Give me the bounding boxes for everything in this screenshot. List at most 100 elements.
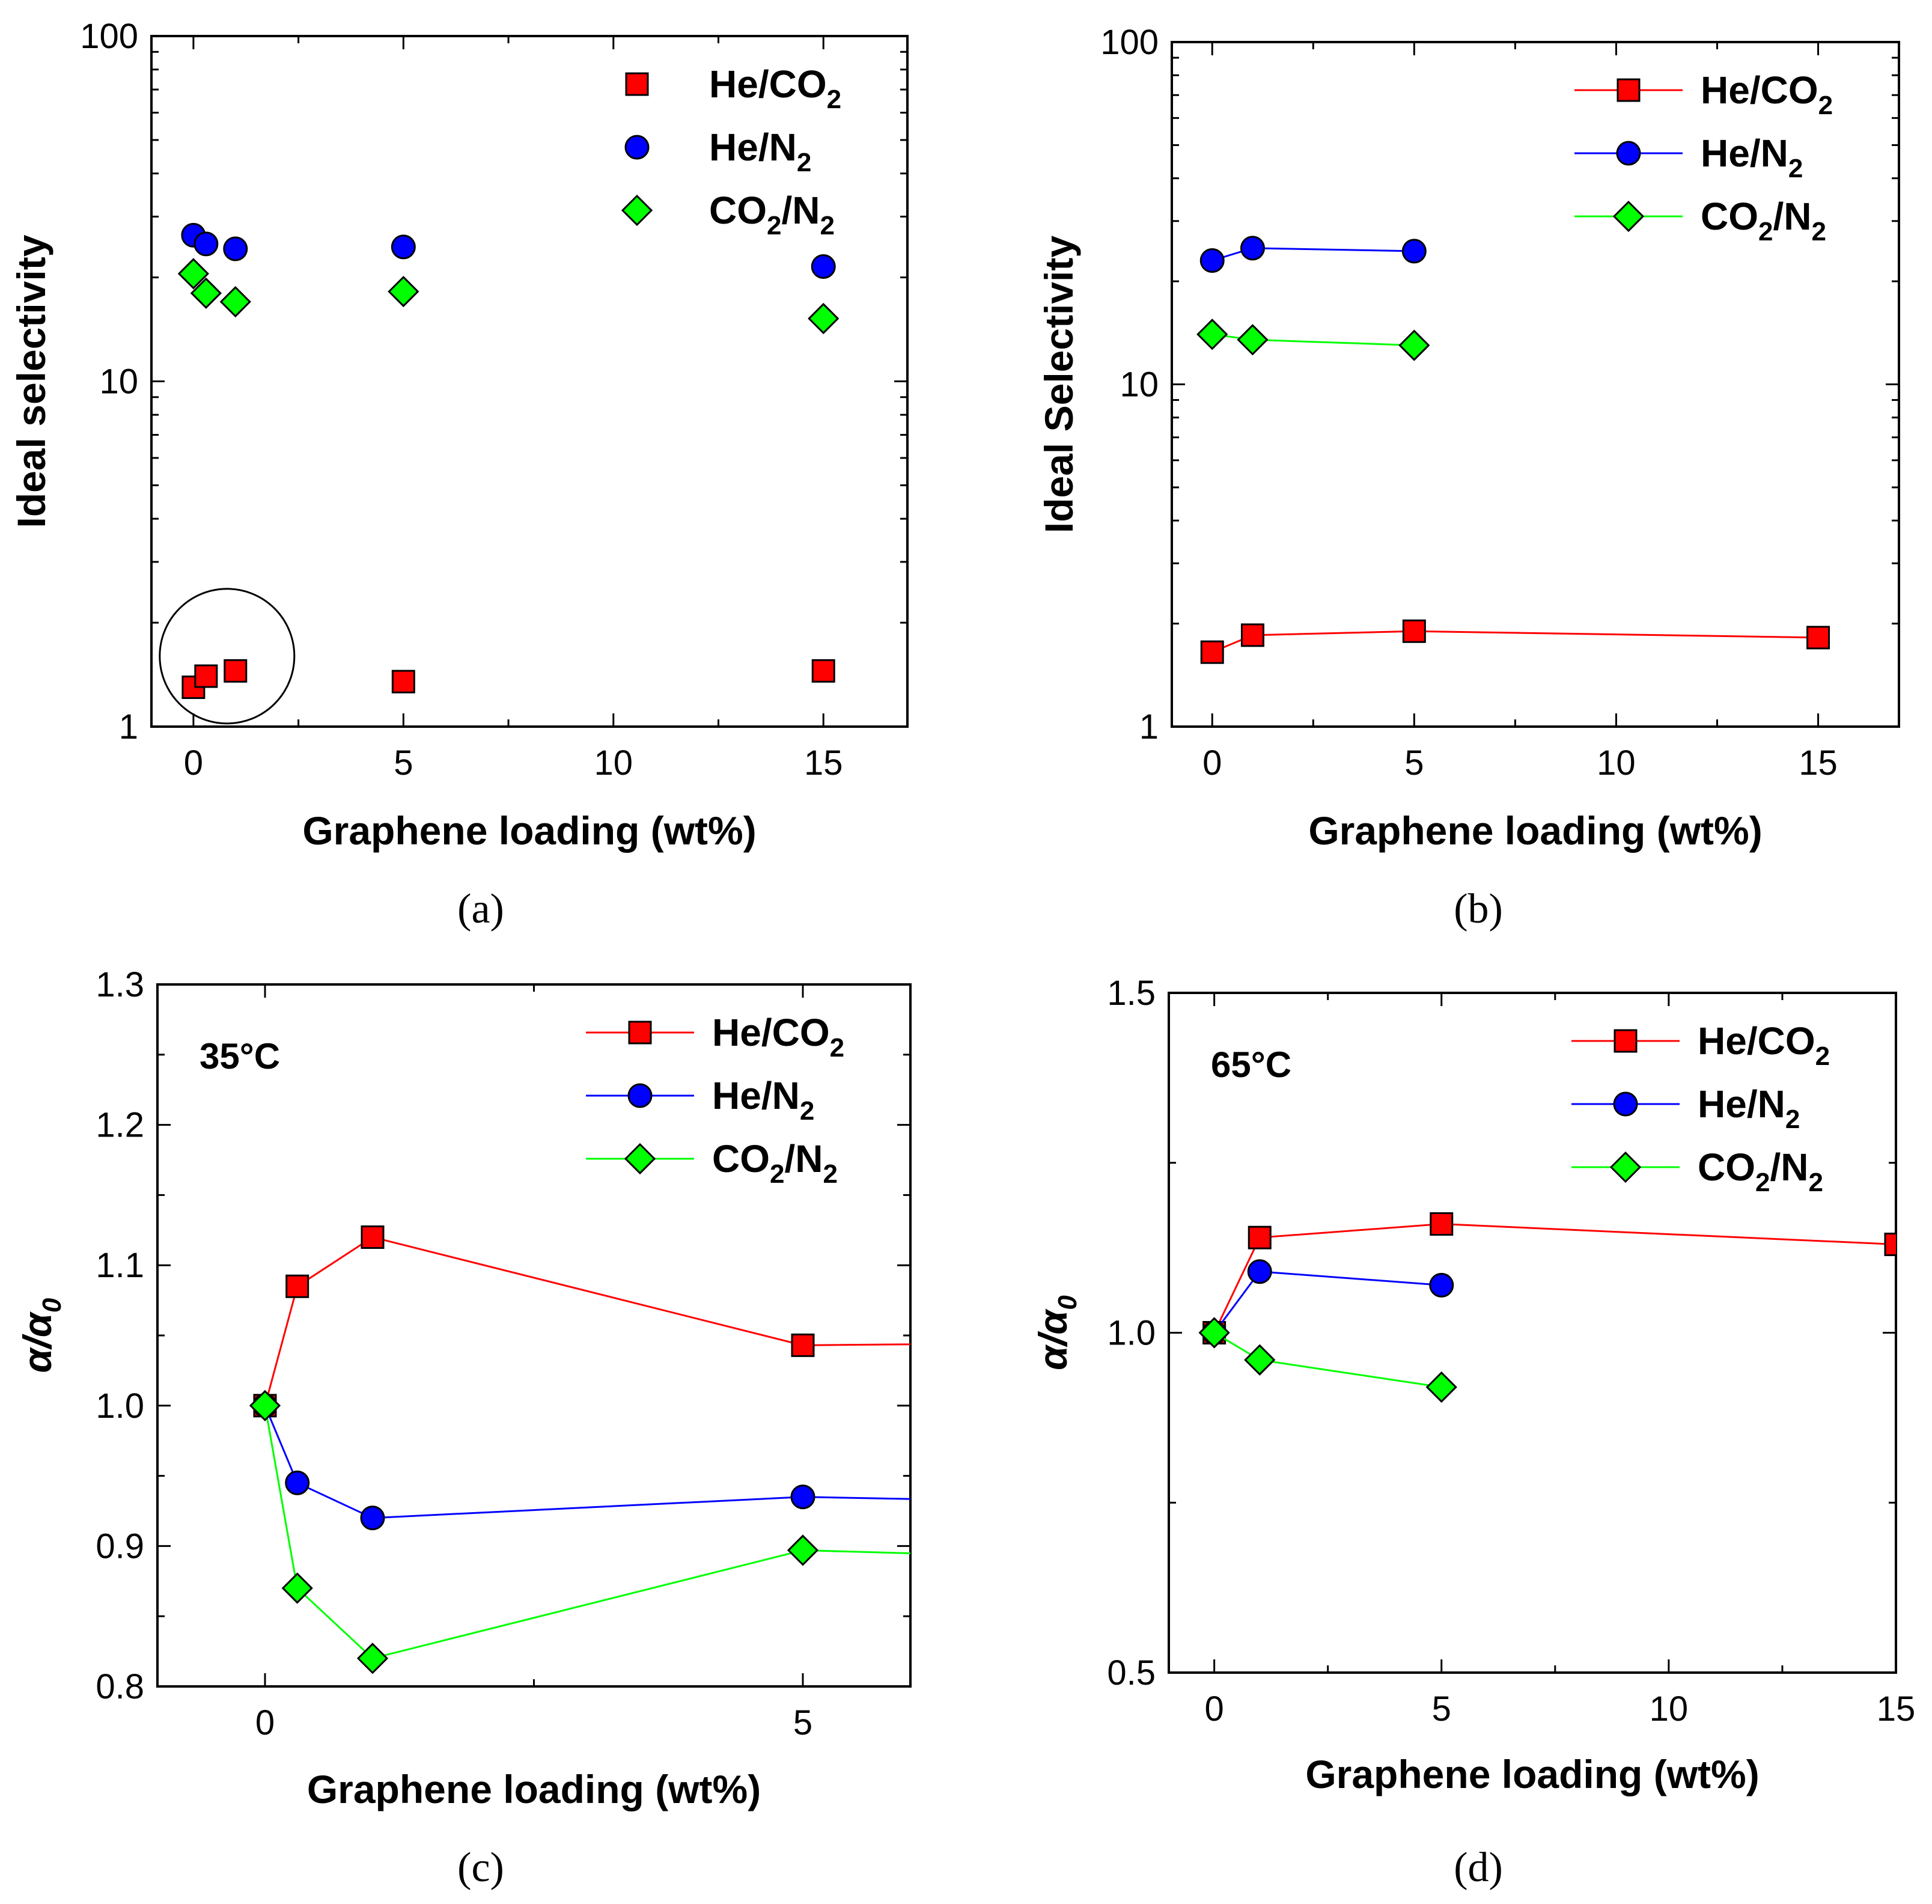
data-point-he-n2	[285, 1470, 310, 1495]
panel-a: 0 5 10 15 1 10 100 Graphene loading (wt%) Ideal …	[9, 17, 909, 932]
legend-label-he-co2: He/CO2	[1698, 1019, 1830, 1071]
data-point-he-co2	[811, 659, 835, 683]
temperature-annotation: 65°C	[1211, 1045, 1291, 1085]
x-tick-label: 0	[1202, 743, 1222, 783]
legend-marker-he-co2	[1614, 1029, 1638, 1053]
x-tick-label: 5	[394, 743, 413, 783]
x-tick-label: 5	[1432, 1689, 1451, 1729]
legend-marker-co2-n2	[1612, 200, 1645, 233]
y-tick-label: 1.0	[1107, 1314, 1156, 1353]
y-tick-label: 1.5	[1107, 974, 1156, 1013]
panel-c: 0 5 0.8 0.9 1.0 1.1 1.2 1.3 Graphene loading (wt…	[15, 965, 1893, 1891]
data-point-he-n2	[1247, 1259, 1272, 1284]
data-point-he-co2	[391, 670, 415, 694]
x-tick-label: 10	[1650, 1689, 1689, 1729]
y-tick-label: 100	[1100, 23, 1159, 62]
data-point-he-co2	[1868, 1325, 1889, 1346]
legend-marker-he-n2	[624, 135, 650, 160]
data-point-he-n2	[1429, 1272, 1454, 1298]
x-tick-label: 0	[1204, 1689, 1223, 1729]
data-point-co2-n2	[190, 277, 222, 309]
x-axis-title: Graphene loading (wt%)	[302, 808, 756, 853]
data-point-co2-n2	[787, 1534, 819, 1566]
legend-label-he-co2: He/CO2	[712, 1011, 844, 1063]
data-point-co2-n2	[281, 1572, 313, 1604]
panel-label: (a)	[457, 886, 504, 932]
legend-label-he-n2: He/N2	[1698, 1082, 1800, 1134]
x-tick-label: 10	[1597, 743, 1636, 783]
data-point-he-co2	[1884, 1232, 1896, 1256]
data-point-co2-n2	[1864, 1567, 1893, 1596]
series-group	[1196, 236, 1830, 664]
data-point-he-co2	[1200, 640, 1224, 664]
x-tick-label: 0	[255, 1703, 275, 1742]
x-axis-title: Graphene loading (wt%)	[307, 1767, 761, 1811]
data-point-he-co2	[1240, 623, 1264, 647]
data-point-he-n2	[360, 1506, 385, 1531]
y-tick-label: 1.2	[96, 1106, 144, 1145]
panel-b: 0 5 10 15 1 10 100 Graphene loading (wt%) Ideal …	[1037, 23, 1900, 932]
x-tick-label: 15	[1799, 743, 1838, 783]
y-tick-label: 1	[1139, 707, 1159, 746]
legend-label-he-co2: He/CO2	[1701, 69, 1833, 120]
legend-marker-he-n2	[1613, 1091, 1638, 1117]
data-point-he-n2	[1199, 248, 1225, 273]
data-point-he-n2	[391, 234, 416, 260]
data-point-he-co2	[791, 1333, 815, 1357]
highlight-circle	[159, 588, 296, 725]
y-axis-title: α/α0	[15, 1298, 67, 1373]
data-point-co2-n2	[1398, 329, 1430, 361]
data-point-he-co2	[361, 1225, 385, 1249]
legend-label-co2-n2: CO2/N2	[1701, 195, 1826, 246]
data-point-he-co2	[224, 659, 248, 683]
y-tick-label: 1.3	[96, 965, 144, 1004]
x-axis-title: Graphene loading (wt%)	[1308, 808, 1762, 853]
panel-label: (d)	[1454, 1844, 1503, 1891]
data-point-co2-n2	[808, 302, 840, 335]
data-point-co2-n2	[1198, 1317, 1230, 1349]
panel-d: 0 5 10 15 0.5 1.0 1.5 Graphene loading (wt%) α/α…	[1031, 974, 1915, 1891]
data-point-he-n2	[1401, 239, 1427, 264]
y-tick-label: 100	[80, 17, 138, 56]
y-tick-label: 0.9	[96, 1527, 144, 1566]
legend-marker-he-co2	[1617, 78, 1641, 102]
data-point-he-n2	[1240, 236, 1265, 261]
legend-label-he-n2: He/N2	[709, 126, 811, 177]
data-point-he-co2	[1248, 1225, 1272, 1250]
legend-marker-he-co2	[625, 72, 649, 96]
data-point-he-n2	[790, 1484, 815, 1510]
series-line-he-co2	[1213, 1223, 1896, 1334]
data-point-he-co2	[1806, 626, 1830, 650]
data-point-he-co2	[1402, 619, 1426, 643]
data-point-he-co2	[285, 1274, 309, 1298]
data-point-co2-n2	[388, 275, 419, 308]
series-group	[1198, 1212, 1896, 1403]
data-point-he-n2	[223, 236, 248, 261]
data-point-he-n2	[194, 231, 219, 257]
y-tick-label: 1.0	[96, 1387, 144, 1426]
legend-marker-co2-n2	[621, 194, 653, 227]
legend-label-co2-n2: CO2/N2	[1698, 1146, 1823, 1197]
data-point-co2-n2	[1244, 1344, 1276, 1376]
data-point-co2-n2	[1425, 1371, 1457, 1403]
data-point-he-n2	[1867, 1507, 1890, 1530]
data-point-co2-n2	[249, 1390, 281, 1421]
legend-label-he-co2: He/CO2	[709, 63, 841, 114]
legend-label-he-n2: He/N2	[712, 1074, 814, 1126]
x-tick-label: 15	[804, 743, 843, 783]
legend-label-he-n2: He/N2	[1701, 132, 1803, 183]
x-tick-label: 0	[184, 743, 203, 783]
legend-marker-he-n2	[627, 1083, 653, 1108]
data-point-co2-n2	[1196, 319, 1228, 350]
data-point-co2-n2	[356, 1643, 389, 1674]
legend-marker-co2-n2	[1609, 1151, 1642, 1183]
y-axis-title: Ideal Selectivity	[1037, 236, 1081, 534]
y-axis-title: Ideal selectivity	[9, 234, 53, 528]
y-axis-title: α/α0	[1031, 1295, 1082, 1370]
legend-marker-he-co2	[628, 1021, 652, 1045]
series-group	[177, 222, 840, 700]
data-point-co2-n2	[1237, 324, 1269, 356]
x-tick-label: 5	[1404, 743, 1424, 783]
plot-frame	[1171, 41, 1900, 728]
